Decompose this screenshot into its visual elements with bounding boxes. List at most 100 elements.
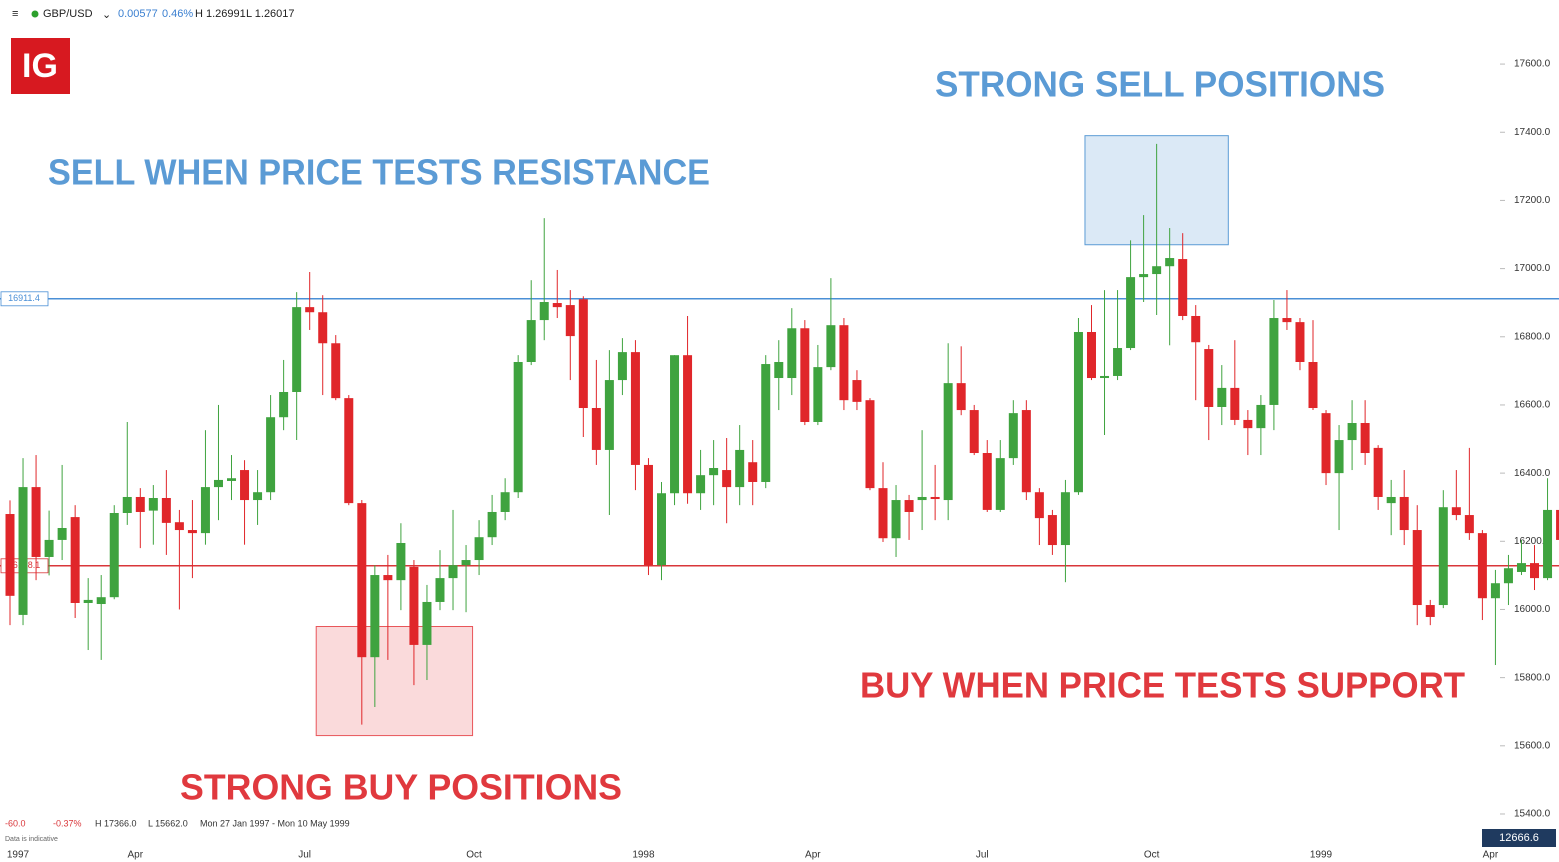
candle-body <box>109 513 119 598</box>
candle-body <box>1321 413 1331 474</box>
candle-body <box>865 400 875 489</box>
x-tick-label: 1997 <box>7 850 30 861</box>
candle-body <box>1451 507 1461 516</box>
candle-body <box>1204 349 1214 407</box>
candle-body <box>552 303 562 308</box>
candle-body <box>1100 375 1110 379</box>
candle-body <box>748 462 758 482</box>
candle-body <box>1086 332 1096 379</box>
candle-body <box>539 302 549 321</box>
candle-body <box>448 565 458 579</box>
candle-body <box>1269 318 1279 405</box>
candle-body <box>787 328 797 379</box>
candle-body <box>1282 318 1292 323</box>
candle-body <box>357 503 367 658</box>
y-tick-label: 17000.0 <box>1514 263 1551 274</box>
candle-body <box>1477 533 1487 599</box>
candle-body <box>630 352 640 465</box>
level-label-box <box>0 291 49 307</box>
y-tick-label: 15800.0 <box>1514 672 1551 683</box>
x-tick-label: Jul <box>298 850 311 861</box>
candle-body <box>148 498 158 511</box>
candle-body <box>1191 315 1201 343</box>
annotation: STRONG SELL POSITIONS <box>935 64 1385 105</box>
candle-body <box>1139 274 1149 278</box>
last-price: 12666.6 <box>1499 832 1539 844</box>
candle-body <box>5 514 15 596</box>
candle-body <box>657 493 666 566</box>
candle-body <box>670 355 680 494</box>
candle-body <box>683 355 693 494</box>
candle-body <box>709 468 719 476</box>
low: L 1.26017 <box>246 8 295 20</box>
candle-body <box>1360 423 1370 454</box>
last-price-box <box>1482 829 1556 847</box>
candle-body <box>1047 515 1057 546</box>
candle-body <box>474 537 484 561</box>
x-tick-label: 1998 <box>632 850 655 861</box>
x-tick-label: Oct <box>1144 850 1160 861</box>
candle-body <box>604 380 614 450</box>
candle-body <box>722 470 732 488</box>
candle-body <box>696 475 706 494</box>
candle-body <box>279 391 289 418</box>
footer-high: H 17366.0 <box>95 818 137 828</box>
candle-body <box>513 361 523 493</box>
candle-body <box>813 367 823 422</box>
candle-body <box>1386 496 1396 504</box>
annotation: SELL WHEN PRICE TESTS RESISTANCE <box>48 152 710 193</box>
change-pct: 0.46% <box>162 8 193 20</box>
candle-body <box>591 408 601 450</box>
candle-body <box>96 597 106 605</box>
candle-body <box>174 522 184 531</box>
candle-body <box>44 539 54 557</box>
candle-body <box>122 496 132 514</box>
candle-body <box>422 601 432 645</box>
candle-body <box>917 496 927 501</box>
candle-body <box>31 487 41 557</box>
candle-body <box>1178 259 1188 316</box>
candle-body <box>982 453 992 510</box>
high: H 1.26991 <box>195 8 246 20</box>
candle-body <box>500 492 510 512</box>
candle-body <box>1230 387 1240 420</box>
candle-body <box>18 487 28 615</box>
x-tick-label: Apr <box>1483 850 1499 861</box>
candle-body <box>1503 568 1513 584</box>
candle-body <box>331 343 341 399</box>
candle-body <box>1152 266 1162 275</box>
candle-body <box>826 325 836 368</box>
footer-note: Data is indicative <box>5 836 58 843</box>
candle-body <box>839 325 849 401</box>
symbol[interactable]: GBP/USD <box>43 8 93 20</box>
candle-body <box>187 530 197 534</box>
level-label: 16911.4 <box>8 293 40 303</box>
y-tick-label: 16200.0 <box>1514 536 1551 547</box>
x-tick-label: Apr <box>805 850 821 861</box>
logo-box <box>11 38 70 94</box>
y-tick-label: 17400.0 <box>1514 127 1551 138</box>
candle-body <box>617 352 627 381</box>
candle-body <box>1425 605 1435 617</box>
candle-body <box>435 578 445 602</box>
candle-body <box>487 511 497 538</box>
candle-body <box>1334 440 1344 474</box>
footer-range: Mon 27 Jan 1997 - Mon 10 May 1999 <box>200 818 350 828</box>
candle-body <box>1530 563 1540 579</box>
candle-body <box>904 500 914 512</box>
footer: -60.0 -0.37% H 17366.0 L 15662.0 Mon 27 … <box>5 818 1556 847</box>
highlight-zone <box>315 626 474 737</box>
menu-icon[interactable]: ≡ <box>12 8 18 20</box>
candle-body <box>1347 423 1357 441</box>
candle-body <box>1490 583 1500 599</box>
candle-body <box>1034 492 1044 519</box>
candle-body <box>70 517 80 603</box>
y-tick-label: 16600.0 <box>1514 400 1551 411</box>
x-tick-label: Oct <box>466 850 482 861</box>
footer-change-pct: -0.37% <box>53 818 82 828</box>
dropdown[interactable]: ⌄ <box>102 9 111 21</box>
candle-body <box>1113 348 1123 376</box>
change: 0.00577 <box>118 8 158 20</box>
y-tick-label: 16400.0 <box>1514 468 1551 479</box>
